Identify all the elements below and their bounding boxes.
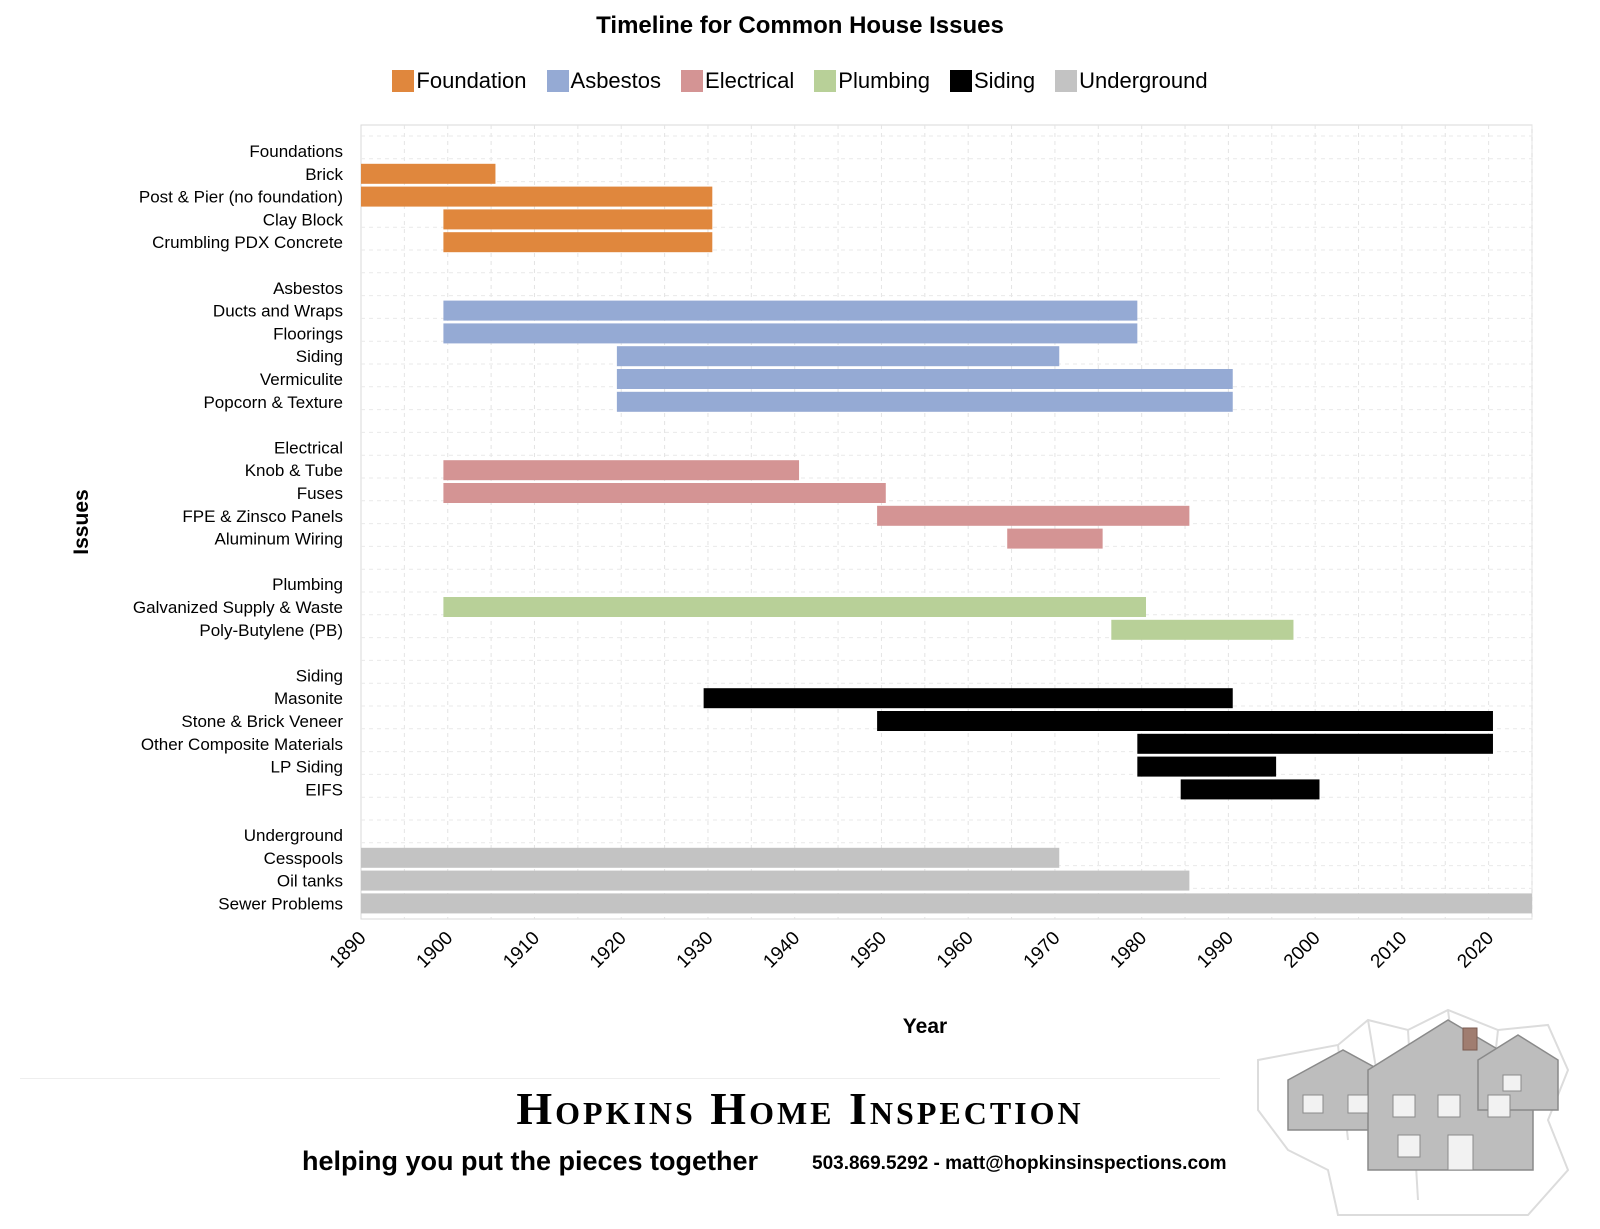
row-label: Crumbling PDX Concrete [152,233,343,252]
row-label: Floorings [273,324,343,343]
bar-asbestos [616,369,1233,389]
bar-plumbing [443,597,1147,617]
legend-swatch [814,70,837,92]
bar-asbestos [616,391,1233,412]
x-tick-label: 1920 [586,928,631,973]
legend-label: Foundation [416,68,527,93]
legend-label: Siding [973,68,1036,93]
row-label: Ducts and Wraps [213,302,343,321]
bar-siding [1137,756,1277,777]
bar-foundation [361,186,713,207]
x-tick-label: 1950 [846,928,891,973]
row-label: FPE & Zinsco Panels [182,507,343,526]
row-label: Siding [296,347,343,366]
footer-divider [20,1078,1220,1079]
row-label: Poly-Butylene (PB) [199,621,343,640]
row-label: LP Siding [271,758,343,777]
x-axis-label: Year [903,1015,947,1038]
row-label: Stone & Brick Veneer [181,712,343,731]
bar-foundation [443,209,713,230]
bar-foundation [443,232,713,253]
row-label: Clay Block [263,210,344,229]
row-label: Knob & Tube [245,461,343,480]
x-tick-label: 1910 [499,928,544,973]
row-label: Fuses [297,484,343,503]
company-name: Hopkins Home Inspection [516,1083,1084,1134]
legend-swatch [681,70,704,92]
row-label: Plumbing [272,575,343,594]
row-label: Foundations [249,142,343,161]
x-tick-label: 1930 [673,928,718,973]
x-tick-label: 1900 [413,928,458,973]
legend-item: Siding [949,68,1036,94]
x-tick-label: 1970 [1020,928,1065,973]
chart-legend: Foundation Asbestos Electrical Plumbing Sidi… [0,68,1600,94]
chart-title: Timeline for Common House Issues [596,12,1004,39]
y-axis-label: Issues [70,489,93,554]
row-label: Post & Pier (no foundation) [139,188,343,207]
x-tick-label: 1890 [326,928,371,973]
row-label: Other Composite Materials [141,735,343,754]
x-tick-label: 1980 [1106,928,1151,973]
x-tick-label: 1940 [759,928,804,973]
row-label: Oil tanks [277,872,343,891]
bar-plumbing [1111,619,1294,640]
row-label: Underground [244,826,343,845]
x-tick-label: 2000 [1280,928,1325,973]
legend-item: Plumbing [814,68,930,94]
legend-item: Electrical [681,68,794,94]
bar-underground [361,847,1060,868]
legend-item: Underground [1055,68,1208,94]
bar-siding [1180,779,1320,800]
bar-asbestos [443,323,1138,344]
legend-item: Asbestos [546,68,662,94]
bar-asbestos [443,300,1138,321]
legend-swatch [546,70,569,92]
row-label: Cesspools [264,849,343,868]
row-label: Electrical [274,438,343,457]
row-label: EIFS [305,780,343,799]
legend-label: Electrical [705,68,795,93]
bar-electrical [877,505,1190,526]
house-puzzle-icon [1257,1008,1570,1216]
bar-siding [703,688,1233,709]
bar-electrical [443,483,886,503]
bar-electrical [443,460,800,481]
x-tick-label: 2020 [1453,928,1498,973]
bar-siding [877,711,1493,731]
x-tick-label: 1960 [933,928,978,973]
legend-swatch [392,70,415,92]
row-label: Asbestos [273,279,343,298]
row-label: Popcorn & Texture [203,393,343,412]
contact-info: 503.869.5292 - matt@hopkinsinspections.c… [812,1153,1227,1174]
row-label: Galvanized Supply & Waste [133,598,343,617]
company-tagline: helping you put the pieces together [302,1146,759,1176]
legend-item: Foundation [392,68,527,94]
row-label: Siding [296,666,343,685]
row-label: Vermiculite [260,370,343,389]
bar-foundation [361,163,496,184]
bar-electrical [1007,528,1103,549]
x-tick-label: 2010 [1367,928,1412,973]
bar-asbestos [616,346,1060,367]
bar-underground [361,893,1532,914]
row-label: Brick [305,165,343,184]
legend-label: Asbestos [570,68,662,93]
legend-label: Plumbing [838,68,930,93]
legend-swatch [949,70,972,92]
row-label: Masonite [274,689,343,708]
legend-label: Underground [1079,68,1208,93]
row-label: Aluminum Wiring [215,530,343,549]
bar-siding [1137,733,1493,754]
bar-underground [361,870,1190,891]
row-label: Sewer Problems [218,894,343,913]
legend-swatch [1055,70,1078,92]
x-tick-label: 1990 [1193,928,1238,973]
gantt-chart: Foundations Brick Post & Pier (no foundati… [70,124,1533,1038]
